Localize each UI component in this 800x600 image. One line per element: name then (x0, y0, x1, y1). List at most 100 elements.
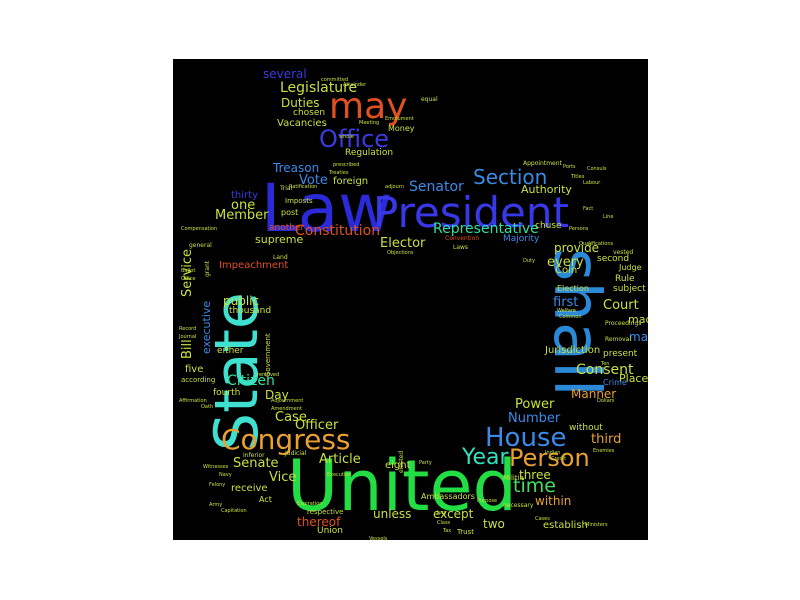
word-establish: establish (543, 520, 588, 531)
word-government: Government (264, 333, 272, 377)
word-time: time (513, 475, 556, 497)
word-majority: Majority (503, 234, 540, 244)
word-treason: Treason (273, 161, 320, 175)
word-public: public (223, 294, 260, 308)
word-credit: Credit (551, 456, 567, 462)
word-according: according (181, 376, 216, 384)
word-rule: Rule (615, 274, 635, 284)
word-union: Union (317, 526, 344, 536)
word-one: one (231, 198, 256, 213)
word-vote: Vote (299, 173, 328, 188)
word-constitution: Constitution (295, 223, 381, 239)
word-duties: Duties (281, 96, 320, 110)
word-party: Party (419, 460, 432, 466)
word-authority: Authority (521, 183, 572, 196)
word-trust: Trust (457, 528, 474, 536)
word-every: every (547, 255, 584, 270)
word-several: several (263, 67, 307, 81)
word-number: Number (508, 411, 561, 426)
word-day: Day (265, 388, 289, 402)
word-ballot: Ballot (181, 268, 196, 274)
word-compensation: Compensation (181, 226, 218, 232)
word-first: first (553, 295, 579, 310)
word-titles: Titles (571, 174, 585, 180)
word-second: second (597, 254, 630, 264)
word-crime: Crime (603, 378, 627, 387)
word-elector: Elector (380, 236, 426, 251)
word-power: Power (515, 397, 555, 412)
word-respective: respective (307, 508, 344, 516)
word-dollars: Dollars (597, 398, 615, 404)
word-adjournment: Adjournment (271, 398, 304, 404)
word-cloud: United Law shall State President may Con… (173, 59, 648, 540)
word-senate: Senate (233, 456, 279, 471)
word-house: House (485, 423, 567, 453)
word-necessary: necessary (503, 502, 534, 509)
word-case: Case (275, 410, 307, 425)
word-indian: Indian (545, 450, 561, 456)
word-line: Line (603, 214, 614, 220)
word-vessels: Vessels (369, 536, 388, 541)
word-thirty: thirty (231, 190, 258, 201)
word-bill: Bill (180, 339, 195, 359)
word-purpose: Purpose (477, 498, 498, 504)
word-act: Act (259, 495, 272, 504)
word-expiration: Expiration (297, 501, 323, 507)
word-post: post (281, 208, 299, 217)
word-third: third (591, 432, 622, 447)
word-cases: Cases (535, 516, 550, 522)
word-objections: Objections (387, 250, 414, 256)
word-manner: Manner (571, 387, 617, 401)
word-eight: eight (385, 460, 411, 471)
word-imposts: Imposts (285, 197, 313, 205)
word-without: without (569, 423, 603, 433)
word-equal: equal (421, 96, 438, 103)
word-treaties: Treaties (329, 170, 349, 176)
word-present: present (603, 349, 638, 359)
word-two: two (483, 517, 505, 531)
word-persons: Persons (569, 226, 589, 232)
word-laws: Laws (453, 244, 469, 251)
word-chosen: chosen (293, 108, 326, 118)
word-journal: Journal (179, 334, 197, 340)
word-supreme: supreme (255, 233, 304, 246)
word-tax: Tax (443, 528, 452, 534)
word-prescribed: prescribed (333, 162, 360, 168)
word-execution: Execution (327, 472, 352, 478)
word-officer: Officer (295, 418, 339, 433)
word-vested: vested (613, 249, 634, 256)
word-united: United (287, 445, 517, 527)
word-grant: grant (204, 260, 211, 277)
word-oath: Oath (201, 404, 214, 410)
word-record: Record (179, 326, 197, 332)
word-fact: Fact (583, 206, 594, 212)
word-ratification: Ratification (289, 184, 318, 190)
word-foreign: foreign (333, 176, 369, 187)
word-labour: Labour (583, 180, 601, 186)
word-whole: whole (339, 134, 354, 140)
word-article: Article (319, 452, 361, 467)
word-trial: Trial (280, 185, 293, 192)
word-ambassadors: Ambassadors (421, 492, 475, 501)
word-affirmation: Affirmation (179, 398, 207, 404)
word-except: except (433, 507, 474, 521)
word-committed: committed (321, 77, 349, 83)
word-fourth: fourth (213, 388, 241, 398)
word-money: Money (388, 124, 415, 133)
word-office-small: Office (181, 276, 196, 282)
word-three: three (519, 468, 551, 482)
word-convention: Convention (445, 235, 480, 242)
word-president: President (373, 188, 569, 237)
word-class: Class (437, 520, 451, 526)
word-jury: Jury (437, 510, 447, 516)
word-person: Person (509, 444, 590, 472)
word-capitation: Capitation (221, 508, 247, 514)
word-court: Court (603, 298, 639, 313)
word-subject: subject (613, 284, 646, 294)
word-make: make (629, 330, 648, 344)
word-ports: Ports (563, 164, 576, 170)
word-common: Common (559, 314, 582, 320)
word-election: Election (557, 284, 589, 293)
word-representative: Representative (433, 221, 539, 237)
word-executive: executive (200, 300, 213, 354)
